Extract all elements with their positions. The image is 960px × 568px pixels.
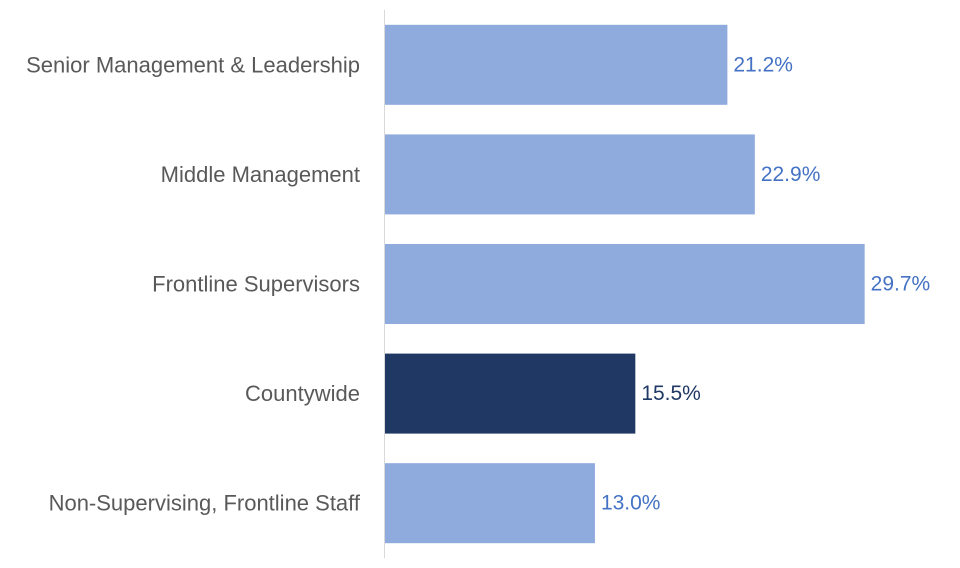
value-label-1: 22.9% bbox=[761, 163, 821, 186]
category-label-4: Non-Supervising, Frontline Staff bbox=[49, 491, 361, 516]
value-label-3: 15.5% bbox=[641, 382, 701, 405]
bar-1 bbox=[385, 134, 755, 215]
bar-2 bbox=[385, 244, 865, 324]
value-label-0: 21.2% bbox=[733, 53, 793, 76]
category-label-0: Senior Management & Leadership bbox=[26, 52, 360, 77]
category-label-2: Frontline Supervisors bbox=[152, 272, 360, 297]
bars-group: Senior Management & Leadership 21.2% Middl… bbox=[26, 24, 931, 544]
value-label-2: 29.7% bbox=[871, 273, 931, 296]
bar-3 bbox=[385, 353, 636, 434]
category-label-1: Middle Management bbox=[161, 162, 360, 187]
bar-0 bbox=[385, 24, 728, 105]
category-label-3: Countywide bbox=[245, 381, 360, 406]
value-label-4: 13.0% bbox=[601, 492, 661, 515]
bar-4 bbox=[385, 463, 595, 544]
